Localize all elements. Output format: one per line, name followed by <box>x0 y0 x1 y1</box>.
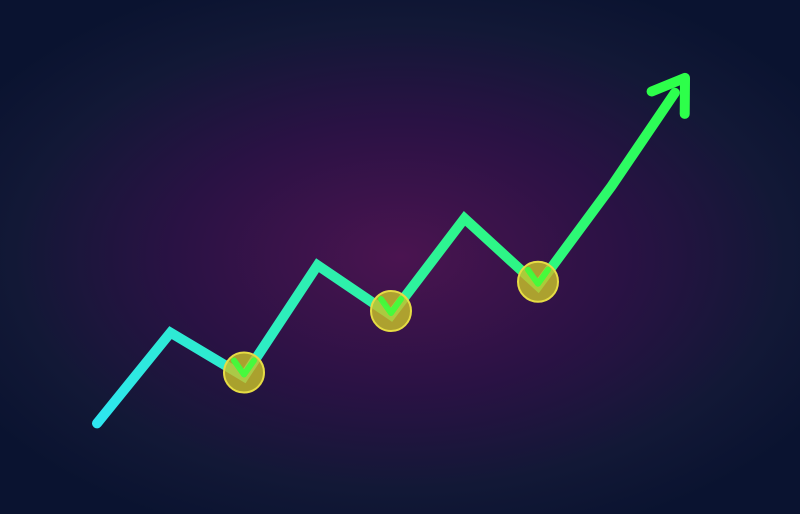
data-point-marker <box>517 260 559 303</box>
marker-group <box>223 260 559 394</box>
data-point-marker <box>223 351 265 394</box>
series-line <box>92 87 680 429</box>
check-icon <box>525 266 551 287</box>
series-line-group <box>92 72 690 429</box>
check-icon <box>378 296 404 317</box>
arrow-head-icon <box>646 72 690 119</box>
check-icon <box>231 357 257 378</box>
data-point-marker <box>370 290 412 333</box>
